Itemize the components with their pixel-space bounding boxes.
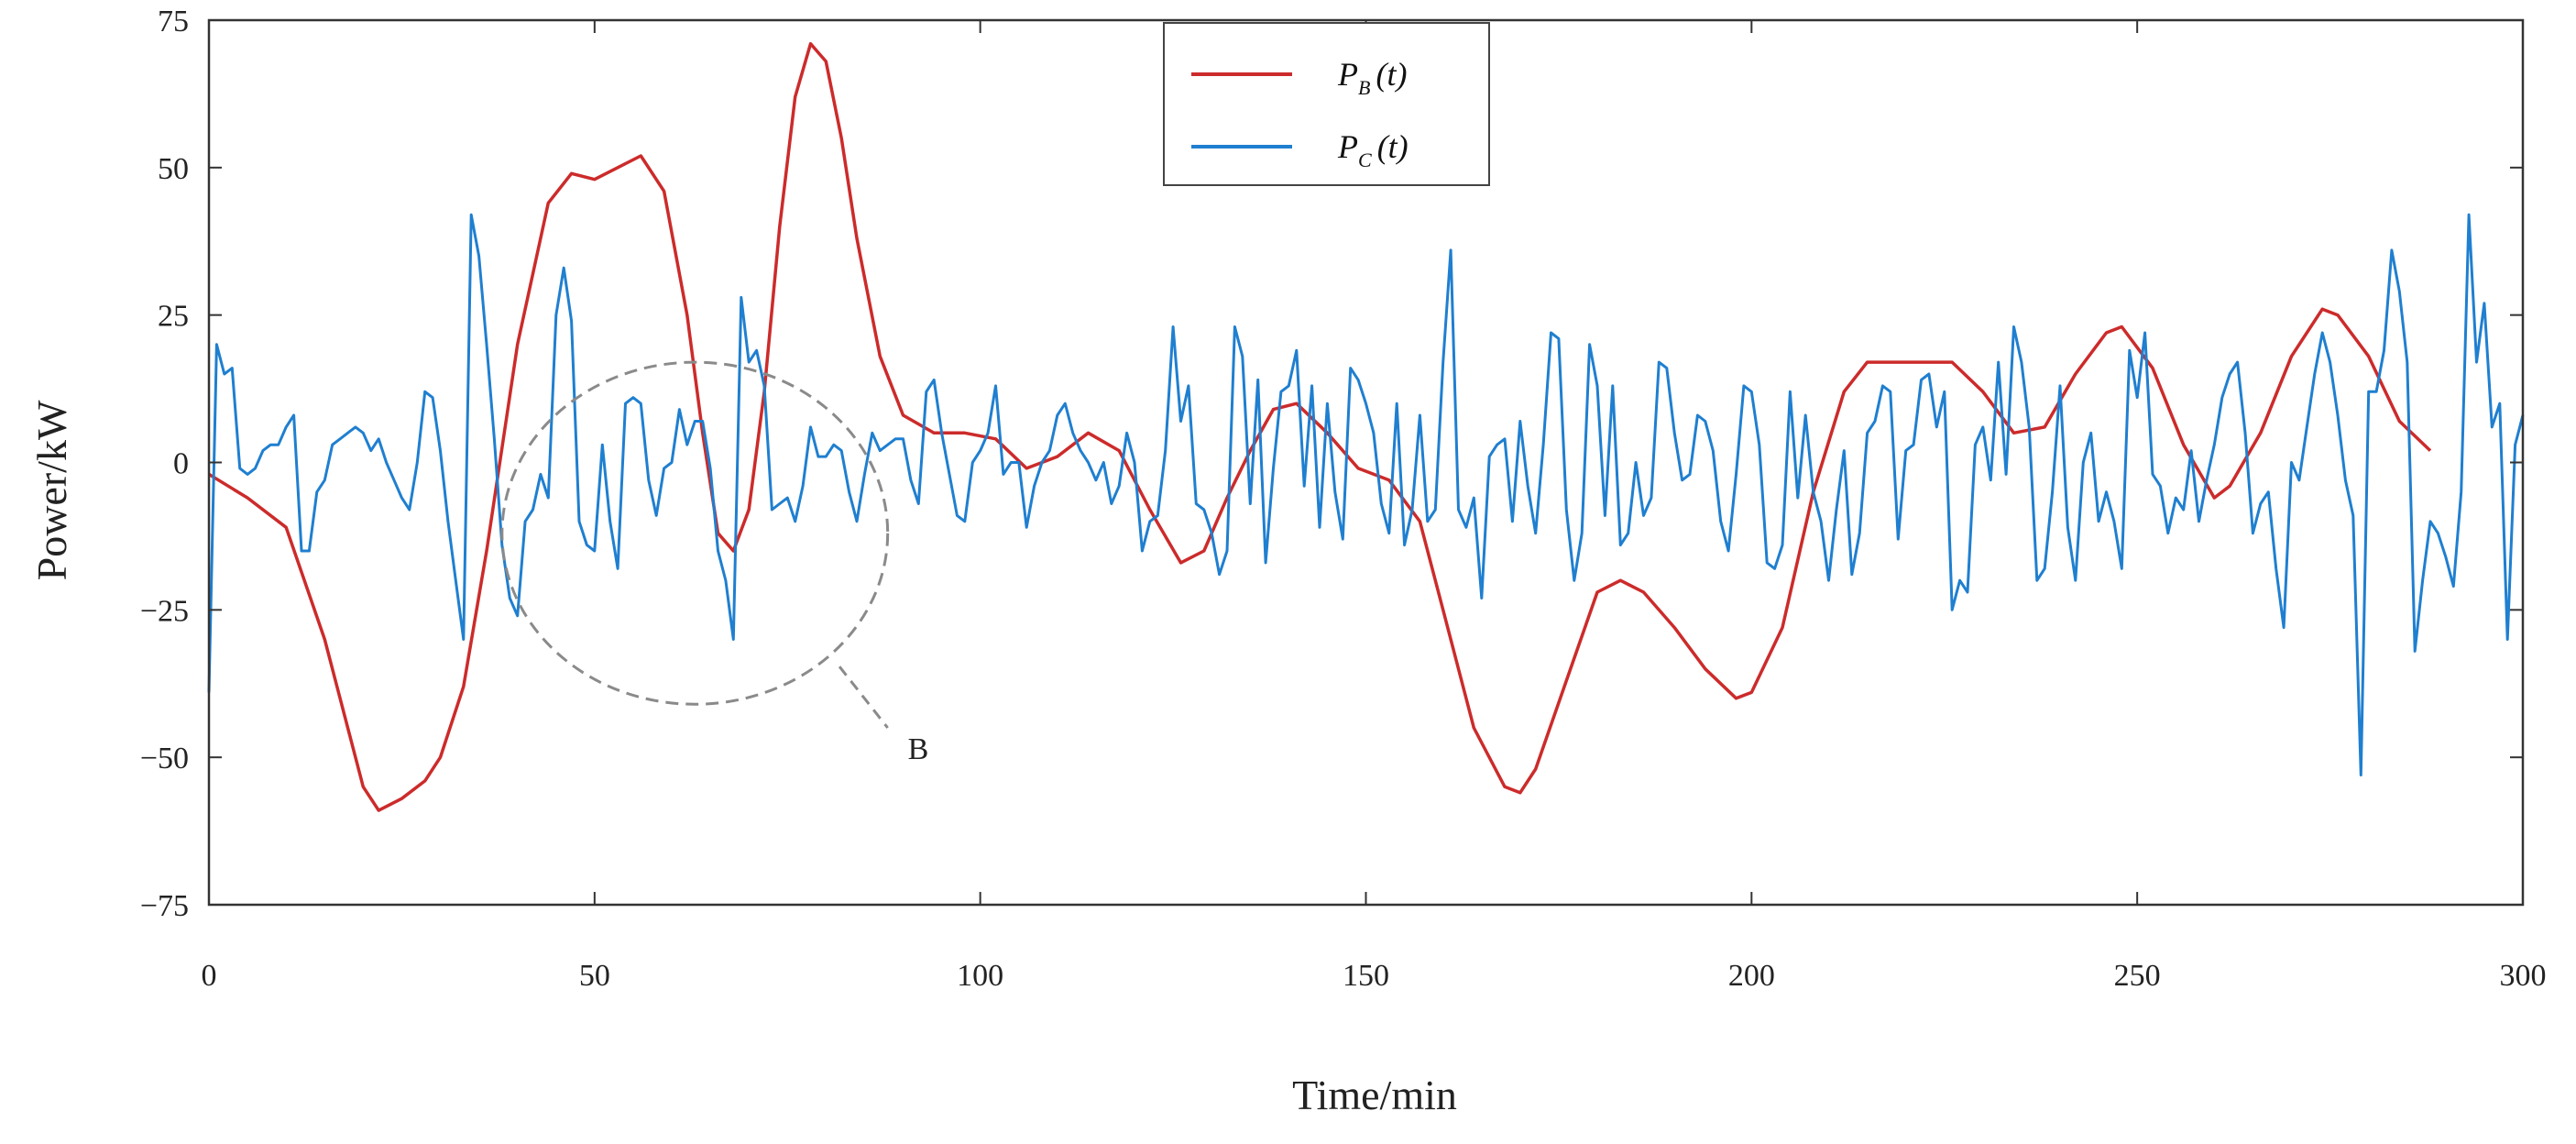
x-tick-label: 0	[202, 959, 217, 993]
y-tick-label: 25	[158, 300, 189, 334]
annotation-layer: B	[500, 360, 929, 766]
y-tick-label: −75	[140, 889, 189, 923]
x-tick-label: 50	[579, 959, 610, 993]
x-tick-label: 200	[1728, 959, 1775, 993]
annotation-leader-line	[838, 666, 889, 729]
annotation-label: B	[908, 732, 929, 766]
y-tick-label: −50	[140, 742, 189, 776]
x-tick-label: 250	[2114, 959, 2161, 993]
series-layer	[207, 41, 2525, 812]
x-tick-label: 100	[957, 959, 1003, 993]
x-tick-label: 300	[2500, 959, 2547, 993]
y-tick-label: 75	[158, 5, 189, 38]
y-tick-label: 50	[158, 152, 189, 186]
legend-label-pb: PB (t)	[1337, 56, 1407, 99]
axes: −75 −50 −25 0 25 50 75 0 50 100 150 200 250 300	[140, 5, 2547, 993]
legend-label-pc: PC (t)	[1337, 128, 1409, 171]
x-axis-title: Time/min	[1292, 1072, 1457, 1118]
legend-box	[1163, 22, 1490, 186]
series-line-pc	[207, 213, 2525, 776]
annotation-ellipse	[500, 360, 890, 706]
y-tick-label: −25	[140, 594, 189, 628]
y-tick-label: 0	[173, 447, 189, 481]
y-axis-title: Power/kW	[28, 400, 75, 580]
series-line-pb	[208, 41, 2432, 812]
legend: PB (t) PC (t)	[1163, 22, 1490, 186]
x-tick-label: 150	[1343, 959, 1389, 993]
